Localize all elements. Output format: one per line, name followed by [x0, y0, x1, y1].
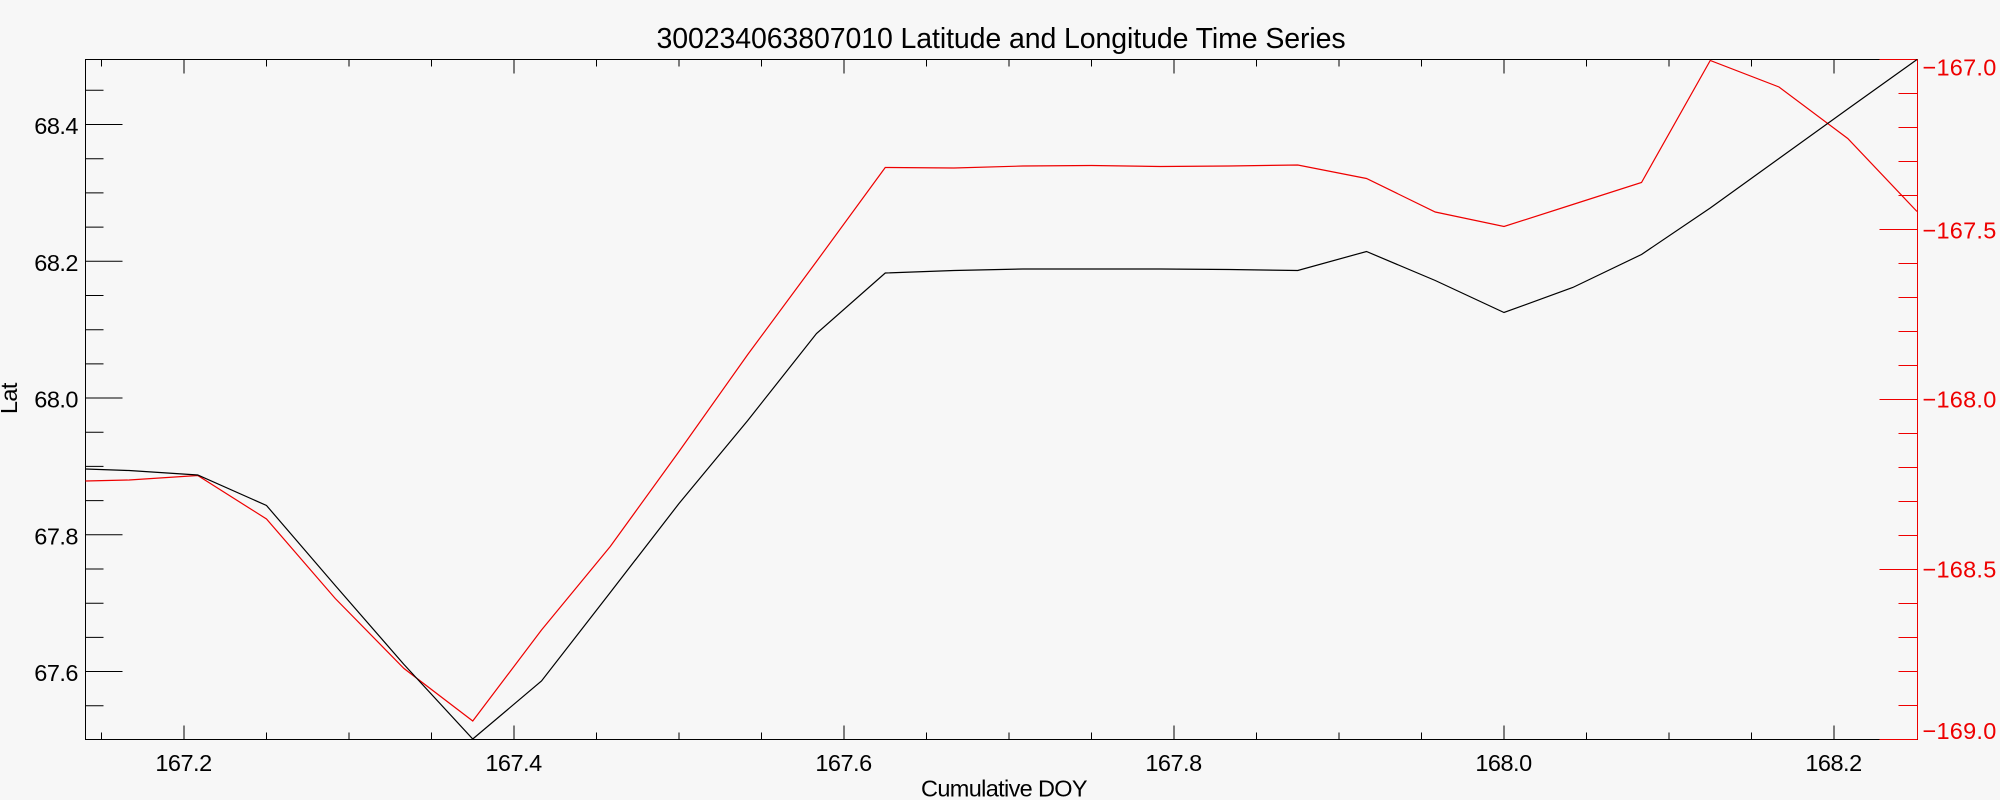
- svg-text:167.2: 167.2: [155, 750, 211, 776]
- svg-text:300234063807010 Latitude and L: 300234063807010 Latitude and Longitude T…: [656, 23, 1345, 55]
- svg-text:−168.0: −168.0: [1923, 387, 1997, 413]
- svg-text:68.4: 68.4: [34, 113, 78, 139]
- svg-text:168.0: 168.0: [1475, 750, 1532, 776]
- svg-text:−167.5: −167.5: [1923, 218, 1997, 244]
- svg-text:67.8: 67.8: [34, 523, 78, 549]
- svg-text:167.8: 167.8: [1145, 750, 1202, 776]
- svg-text:168.2: 168.2: [1805, 750, 1861, 776]
- svg-text:−169.0: −169.0: [1923, 718, 1997, 744]
- svg-text:68.2: 68.2: [34, 250, 78, 276]
- svg-text:Lat: Lat: [0, 382, 22, 414]
- svg-text:167.4: 167.4: [485, 750, 542, 776]
- svg-text:68.0: 68.0: [34, 387, 78, 413]
- svg-text:Cumulative DOY: Cumulative DOY: [921, 776, 1088, 800]
- svg-text:−167.0: −167.0: [1923, 55, 1997, 81]
- svg-text:167.6: 167.6: [815, 750, 872, 776]
- svg-text:−168.5: −168.5: [1923, 557, 1997, 583]
- svg-text:67.6: 67.6: [34, 660, 78, 686]
